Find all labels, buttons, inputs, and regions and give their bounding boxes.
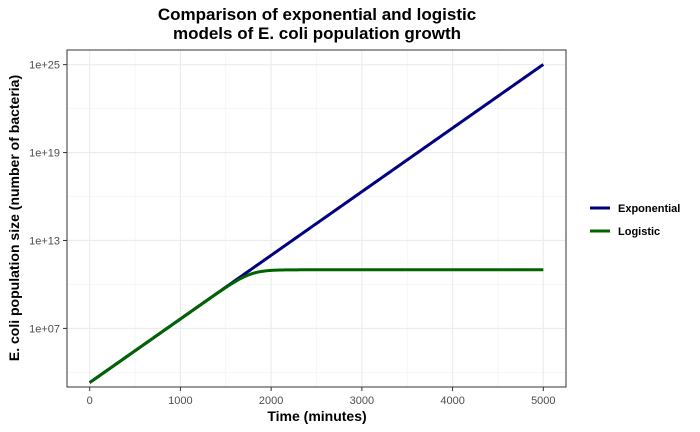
x-tick-label: 4000 xyxy=(440,395,464,407)
x-tick-label: 1000 xyxy=(168,395,192,407)
y-tick-label: 1e+07 xyxy=(29,323,60,335)
x-tick-label: 3000 xyxy=(350,395,374,407)
x-tick-label: 5000 xyxy=(531,395,555,407)
legend-label-exponential: Exponential xyxy=(618,203,680,215)
series-line-logistic xyxy=(88,268,544,384)
chart-title-line-1: Comparison of exponential and logistic xyxy=(158,5,476,24)
plot-border xyxy=(66,49,567,388)
y-tick-label: 1e+13 xyxy=(29,235,60,247)
y-tick-label: 1e+19 xyxy=(29,148,60,160)
y-axis-title: E. coli population size (number of bacte… xyxy=(6,75,22,361)
legend: Exponential Logistic xyxy=(590,203,680,238)
x-tick-label: 2000 xyxy=(259,395,283,407)
chart-title-line-2: models of E. coli population growth xyxy=(173,24,461,43)
grid-major xyxy=(67,50,566,387)
legend-label-logistic: Logistic xyxy=(618,226,660,238)
x-axis-ticks: 0 1000 2000 3000 4000 5000 xyxy=(87,387,556,407)
y-tick-label: 1e+25 xyxy=(29,60,60,72)
series-layer xyxy=(88,63,545,384)
x-axis-title: Time (minutes) xyxy=(267,408,366,424)
y-axis-ticks: 1e+07 1e+13 1e+19 1e+25 xyxy=(29,60,67,335)
x-tick-label: 0 xyxy=(87,395,93,407)
grid-minor xyxy=(67,50,566,387)
